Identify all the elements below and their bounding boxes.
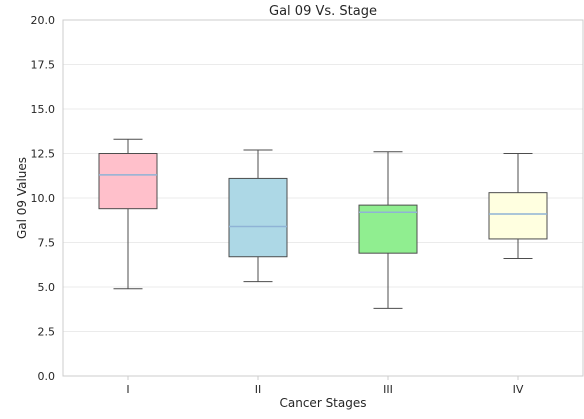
x-tick-label: I <box>126 383 129 396</box>
y-tick-label: 5.0 <box>38 281 56 294</box>
x-tick-label: IV <box>513 383 524 396</box>
box-iqr <box>488 192 548 240</box>
box-iqr <box>98 153 158 210</box>
box-group-IV <box>488 153 548 260</box>
y-tick-labels: 0.0 2.5 5.0 7.5 10.0 12.5 15.0 17.5 20.0 <box>31 14 56 383</box>
box-group-I <box>98 138 158 290</box>
box-iqr <box>358 204 418 254</box>
y-tick-label: 12.5 <box>31 148 56 161</box>
x-tick-labels: I II III IV <box>126 376 524 396</box>
y-tick-label: 2.5 <box>38 326 56 339</box>
y-tick-label: 7.5 <box>38 237 56 250</box>
boxes <box>98 138 548 309</box>
chart-title: Gal 09 Vs. Stage <box>269 4 377 19</box>
y-tick-label: 10.0 <box>31 192 56 205</box>
x-tick-label: II <box>255 383 262 396</box>
y-tick-label: 20.0 <box>31 14 56 27</box>
y-tick-label: 15.0 <box>31 103 56 116</box>
y-axis-title: Gal 09 Values <box>15 157 29 239</box>
x-axis-title: Cancer Stages <box>280 396 367 410</box>
y-tick-label: 17.5 <box>31 59 56 72</box>
y-tick-label: 0.0 <box>38 370 56 383</box>
x-tick-label: III <box>383 383 393 396</box>
box-group-III <box>358 151 418 309</box>
box-iqr <box>228 177 288 258</box>
box-group-II <box>228 149 288 283</box>
plot-area-frame <box>62 19 584 377</box>
